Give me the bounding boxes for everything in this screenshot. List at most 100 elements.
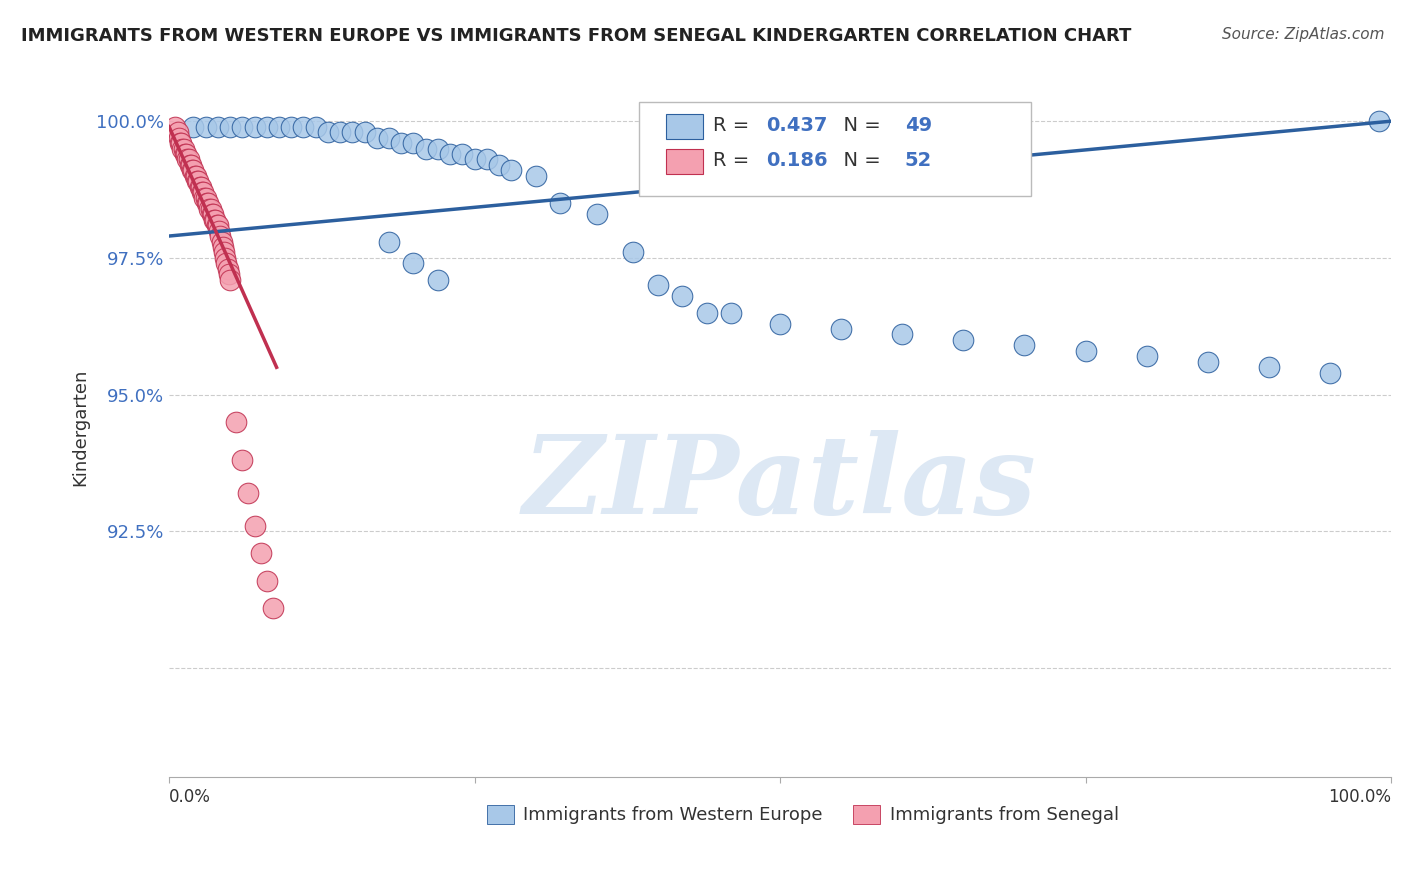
- Text: R =: R =: [713, 116, 755, 135]
- Point: [305, 120, 328, 134]
- Point: [205, 218, 228, 232]
- Point: [585, 207, 607, 221]
- Point: [1074, 343, 1097, 358]
- Point: [225, 415, 247, 429]
- Point: [329, 125, 352, 139]
- Text: Source: ZipAtlas.com: Source: ZipAtlas.com: [1222, 27, 1385, 42]
- Bar: [666, 149, 703, 174]
- Point: [193, 191, 215, 205]
- Point: [188, 179, 211, 194]
- Point: [197, 196, 219, 211]
- Point: [891, 327, 914, 342]
- Point: [292, 120, 315, 134]
- FancyBboxPatch shape: [640, 102, 1031, 196]
- Point: [211, 240, 233, 254]
- Point: [316, 125, 339, 139]
- Point: [169, 136, 191, 150]
- Point: [215, 256, 238, 270]
- Point: [200, 202, 222, 216]
- Text: 0.437: 0.437: [766, 116, 828, 135]
- Text: 0.186: 0.186: [766, 151, 828, 169]
- Point: [451, 147, 474, 161]
- Bar: [666, 114, 703, 139]
- Point: [342, 125, 364, 139]
- Text: 100.0%: 100.0%: [1329, 789, 1391, 806]
- Point: [1257, 360, 1279, 375]
- Point: [671, 289, 693, 303]
- Point: [415, 142, 437, 156]
- Point: [172, 142, 194, 156]
- Point: [439, 147, 461, 161]
- Point: [194, 120, 217, 134]
- Point: [475, 153, 498, 167]
- Point: [366, 130, 388, 145]
- Point: [180, 158, 202, 172]
- Point: [177, 153, 200, 167]
- Point: [243, 519, 266, 533]
- Point: [1197, 355, 1219, 369]
- Point: [548, 196, 571, 211]
- Point: [207, 120, 229, 134]
- Bar: [853, 805, 880, 824]
- Point: [183, 169, 205, 183]
- Point: [524, 169, 547, 183]
- Point: [231, 453, 253, 467]
- Point: [186, 174, 208, 188]
- Point: [198, 202, 221, 216]
- Y-axis label: Kindergarten: Kindergarten: [72, 368, 89, 486]
- Point: [249, 546, 271, 560]
- Point: [183, 120, 205, 134]
- Point: [211, 235, 233, 249]
- Point: [165, 120, 187, 134]
- Point: [952, 333, 974, 347]
- Point: [262, 601, 284, 615]
- Point: [501, 163, 523, 178]
- Point: [195, 196, 218, 211]
- Point: [402, 136, 425, 150]
- Point: [184, 169, 207, 183]
- Point: [267, 120, 290, 134]
- Point: [191, 186, 214, 200]
- Point: [389, 136, 412, 150]
- Point: [212, 245, 235, 260]
- Point: [378, 235, 401, 249]
- Point: [231, 120, 253, 134]
- Point: [204, 212, 226, 227]
- Point: [174, 147, 197, 161]
- Text: N =: N =: [831, 151, 887, 169]
- Point: [256, 574, 278, 588]
- Bar: [486, 805, 513, 824]
- Point: [176, 153, 198, 167]
- Point: [174, 147, 197, 161]
- Point: [166, 125, 188, 139]
- Text: Immigrants from Senegal: Immigrants from Senegal: [890, 805, 1119, 823]
- Point: [207, 218, 229, 232]
- Point: [201, 207, 224, 221]
- Text: R =: R =: [713, 151, 755, 169]
- Point: [208, 223, 231, 237]
- Point: [488, 158, 510, 172]
- Point: [353, 125, 375, 139]
- Point: [193, 186, 215, 200]
- Point: [218, 268, 240, 282]
- Point: [696, 305, 718, 319]
- Point: [202, 212, 225, 227]
- Text: 52: 52: [904, 151, 932, 169]
- Text: N =: N =: [831, 116, 887, 135]
- Point: [1136, 350, 1159, 364]
- Point: [173, 142, 195, 156]
- Point: [217, 261, 239, 276]
- Point: [769, 317, 792, 331]
- Point: [621, 245, 644, 260]
- Point: [238, 486, 260, 500]
- Point: [167, 130, 190, 145]
- Point: [720, 305, 742, 319]
- Point: [1319, 366, 1341, 380]
- Point: [378, 130, 401, 145]
- Point: [426, 273, 449, 287]
- Point: [194, 191, 217, 205]
- Point: [183, 163, 205, 178]
- Point: [214, 251, 236, 265]
- Point: [402, 256, 425, 270]
- Point: [202, 207, 225, 221]
